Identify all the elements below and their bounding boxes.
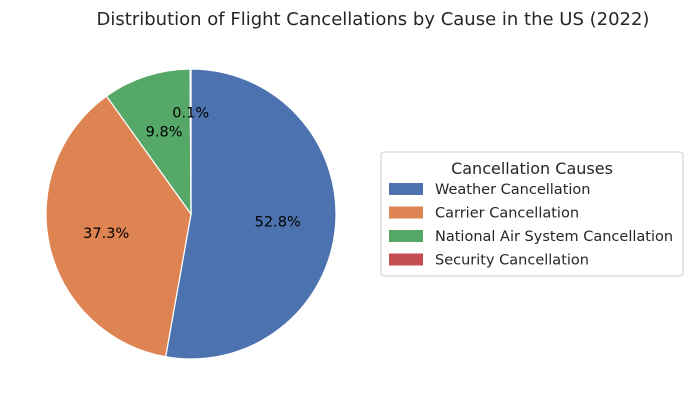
legend-label-3: National Air System Cancellation — [435, 229, 673, 245]
pie-percent-label-4: 0.1% — [172, 106, 209, 122]
pie-slice-3 — [105, 68, 192, 216]
pie-slice-1 — [164, 68, 337, 360]
pie-percent-label-1: 52.8% — [255, 215, 301, 231]
legend-swatch-1 — [389, 183, 423, 195]
legend-label-4: Security Cancellation — [435, 253, 589, 269]
pie-percent-label-3: 9.8% — [146, 124, 183, 140]
pie-slice-2 — [45, 95, 192, 358]
legend-swatch-2 — [389, 206, 423, 219]
pie-percent-label-2: 37.3% — [83, 226, 129, 242]
legend-swatch-4 — [389, 253, 423, 266]
chart-title: Distribution of Flight Cancellations by … — [97, 9, 650, 30]
pie-percent-labels: 52.8% 37.3% 9.8% 0.1% — [83, 106, 301, 243]
legend-label-1: Weather Cancellation — [435, 182, 590, 198]
legend: Cancellation Causes Weather Cancellation… — [380, 151, 684, 277]
legend-items: Weather Cancellation Carrier Cancellation… — [389, 182, 673, 269]
pie-slices — [45, 68, 337, 360]
legend-swatch-3 — [389, 230, 423, 242]
legend-frame — [380, 151, 684, 277]
legend-title: Cancellation Causes — [451, 159, 613, 178]
pie-slice-4 — [189, 68, 192, 215]
legend-label-2: Carrier Cancellation — [435, 206, 579, 222]
